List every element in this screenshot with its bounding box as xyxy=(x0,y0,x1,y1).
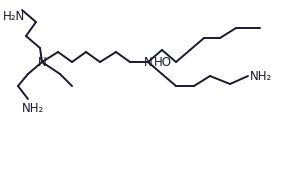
Text: N: N xyxy=(144,55,152,69)
Text: HO: HO xyxy=(154,55,172,69)
Text: H₂N: H₂N xyxy=(3,10,25,23)
Text: NH₂: NH₂ xyxy=(250,70,272,83)
Text: NH₂: NH₂ xyxy=(22,102,44,115)
Text: N: N xyxy=(38,55,47,69)
